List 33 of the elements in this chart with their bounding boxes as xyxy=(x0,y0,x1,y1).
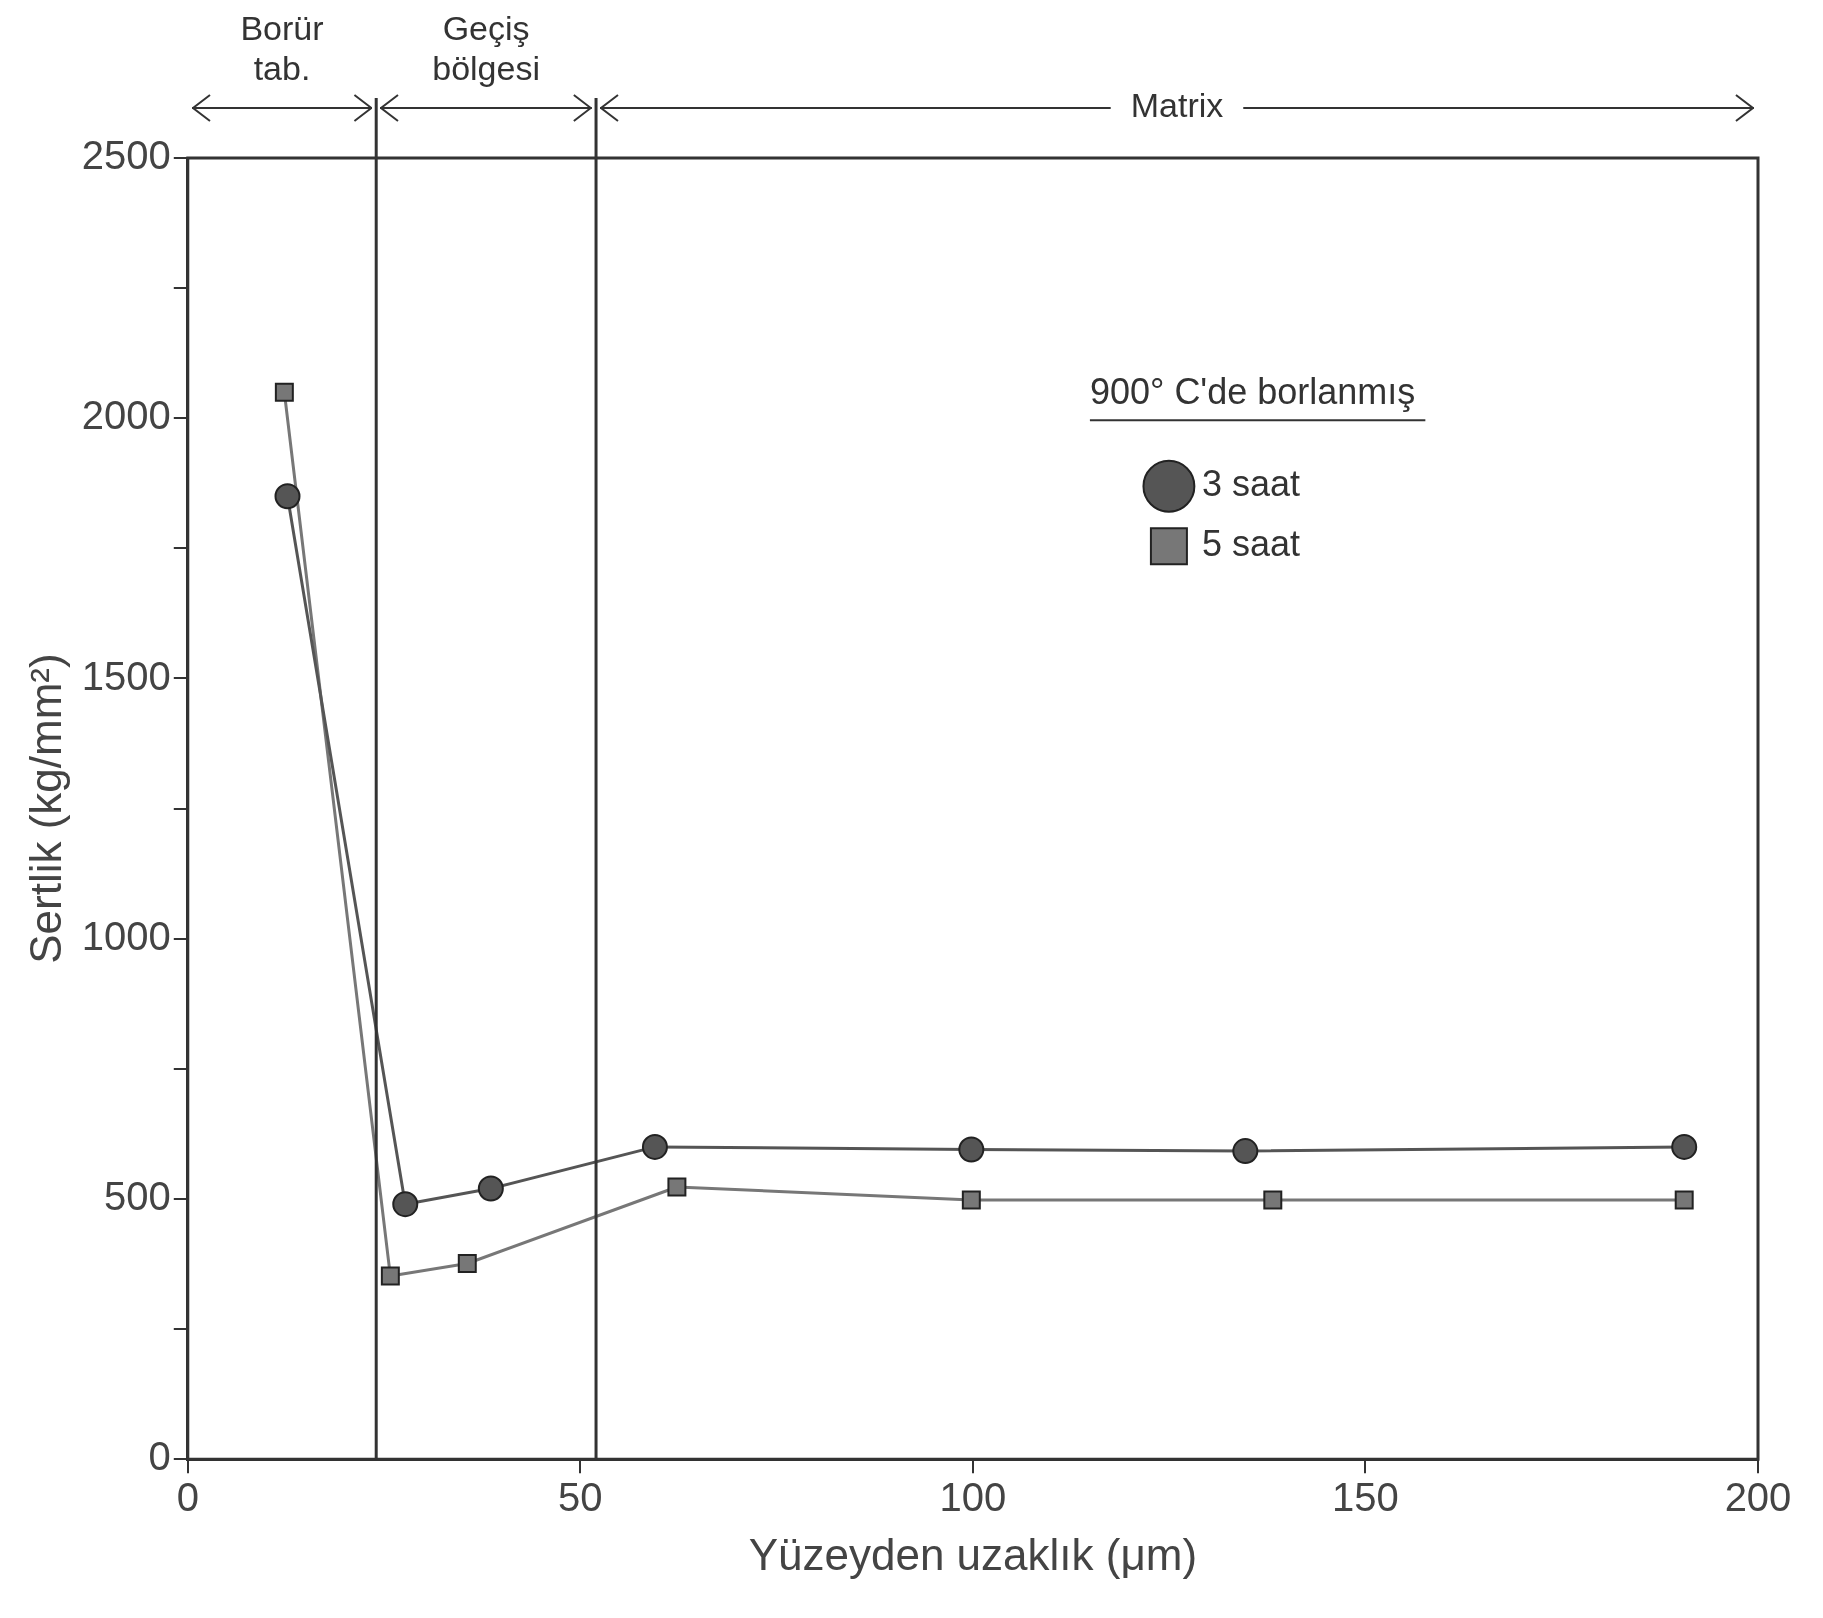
y-tick-label: 500 xyxy=(104,1173,171,1218)
y-tick-label: 2500 xyxy=(81,133,171,178)
point xyxy=(274,382,294,402)
point xyxy=(392,1191,419,1218)
point xyxy=(380,1266,400,1286)
point xyxy=(641,1133,668,1160)
legend-label: 5 saat xyxy=(1201,523,1300,565)
y-tick-label: 1000 xyxy=(81,913,171,958)
x-tick-label: 100 xyxy=(939,1475,1007,1520)
point xyxy=(1671,1133,1698,1160)
x-tick-label: 200 xyxy=(1724,1475,1792,1520)
x-tick-label: 50 xyxy=(558,1475,603,1520)
point xyxy=(477,1175,504,1202)
text: Borür tab. xyxy=(240,9,324,87)
y-tick-label: 2000 xyxy=(81,393,171,438)
legend-label: 3 saat xyxy=(1201,463,1300,505)
point xyxy=(961,1190,981,1210)
point xyxy=(274,483,301,510)
point xyxy=(1674,1190,1694,1210)
point xyxy=(1263,1190,1283,1210)
point xyxy=(958,1136,985,1163)
point xyxy=(457,1254,477,1273)
legend-title: 900° C'de borlanmış xyxy=(1089,371,1416,413)
y-tick-label: 0 xyxy=(148,1434,171,1479)
text: Matrix xyxy=(1130,86,1224,125)
point xyxy=(667,1177,687,1197)
x-tick-label: 0 xyxy=(176,1475,199,1520)
x-axis-title: Yüzeyden uzaklık (μm) xyxy=(748,1529,1198,1579)
y-axis-title: Sertlik (kg/mm²) xyxy=(20,653,70,964)
y-tick-label: 1500 xyxy=(81,653,171,698)
x-tick-label: 150 xyxy=(1332,1475,1399,1520)
text: Geçiş bölgesi xyxy=(432,9,540,87)
point xyxy=(1232,1138,1259,1165)
